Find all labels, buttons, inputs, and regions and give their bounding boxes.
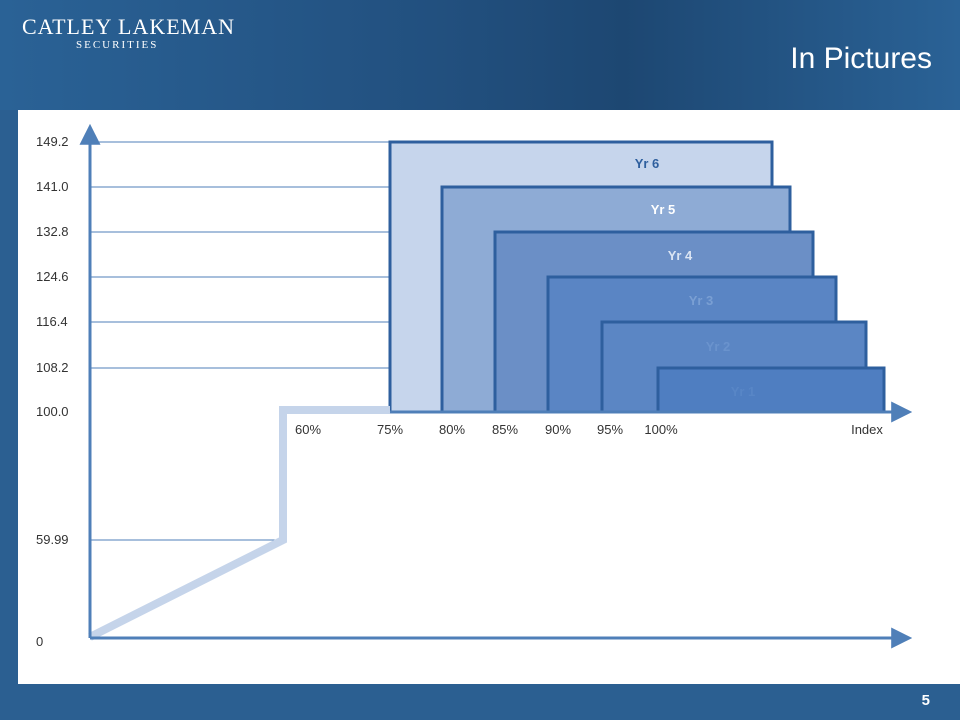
box-label-yr6: Yr 6 (635, 156, 660, 171)
box-label-yr2: Yr 2 (706, 339, 731, 354)
payoff-path (88, 406, 390, 641)
box-yr1 (656, 366, 886, 414)
x-tick-85: 85% (492, 422, 518, 437)
page-title: In Pictures (790, 42, 932, 75)
slide-content: Yr 6 Yr 5 Yr 4 Yr 3 Yr 2 Yr 1 149.2 141.… (18, 110, 960, 684)
y-tick-0: 0 (36, 634, 43, 649)
brand-name: CATLEY LAKEMAN (22, 14, 235, 39)
box-label-yr4: Yr 4 (668, 248, 693, 263)
y-tick-149-2: 149.2 (36, 134, 69, 149)
x-axis-label: Index (851, 422, 883, 437)
header-bar: CATLEY LAKEMAN SECURITIES In Pictures (0, 0, 960, 110)
x-tick-95: 95% (597, 422, 623, 437)
footer-bar: 5 (0, 684, 960, 720)
x-tick-100: 100% (644, 422, 678, 437)
payoff-diagram: Yr 6 Yr 5 Yr 4 Yr 3 Yr 2 Yr 1 149.2 141.… (36, 123, 913, 649)
y-tick-116-4: 116.4 (36, 314, 68, 329)
x-tick-75: 75% (377, 422, 403, 437)
y-tick-59-99: 59.99 (36, 532, 69, 547)
y-tick-100-0: 100.0 (36, 404, 69, 419)
box-label-yr3: Yr 3 (689, 293, 714, 308)
brand-subtitle: SECURITIES (76, 39, 159, 51)
box-label-yr5: Yr 5 (651, 202, 676, 217)
page-number: 5 (921, 692, 930, 709)
box-label-yr1: Yr 1 (731, 384, 756, 399)
y-tick-124-6: 124.6 (36, 269, 69, 284)
x-tick-90: 90% (545, 422, 571, 437)
x-tick-80: 80% (439, 422, 465, 437)
x-tick-60: 60% (295, 422, 321, 437)
y-tick-132-8: 132.8 (36, 224, 69, 239)
y-tick-141-0: 141.0 (36, 179, 69, 194)
y-tick-108-2: 108.2 (36, 360, 69, 375)
